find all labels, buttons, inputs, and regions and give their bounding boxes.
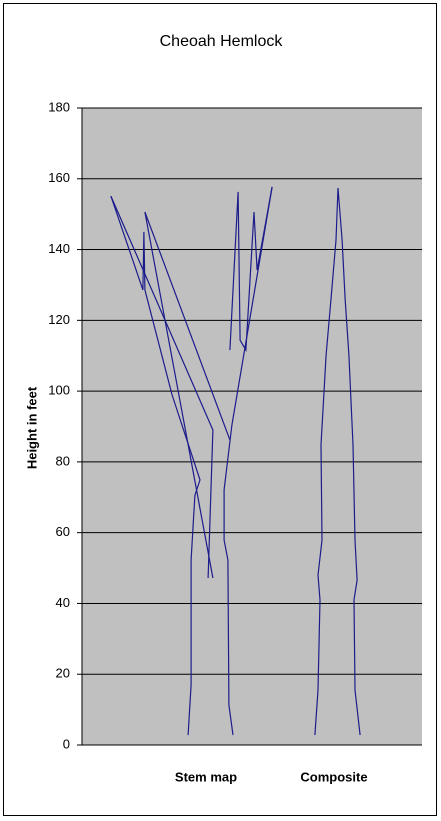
chart-title: Cheoah Hemlock <box>160 33 284 50</box>
series-line <box>110 195 201 736</box>
y-tick-label: 160 <box>48 170 70 185</box>
y-axis-label: Height in feet <box>24 386 39 469</box>
series-line <box>314 187 361 736</box>
y-tick-label: 40 <box>56 595 70 610</box>
series-line <box>223 186 273 736</box>
series-line <box>110 195 214 579</box>
y-tick-label: 140 <box>48 241 70 256</box>
series-line <box>144 211 231 579</box>
y-tick-label: 100 <box>48 383 70 398</box>
y-tick-label: 20 <box>56 666 70 681</box>
series-line <box>229 186 273 353</box>
plot-area <box>82 108 422 745</box>
x-annotation: Composite <box>300 769 367 784</box>
y-tick-label: 180 <box>48 99 70 114</box>
y-tick-label: 80 <box>56 453 70 468</box>
y-tick-label: 0 <box>63 736 70 751</box>
y-tick-label: 60 <box>56 524 70 539</box>
y-tick-label: 120 <box>48 312 70 327</box>
x-annotation: Stem map <box>175 769 237 784</box>
